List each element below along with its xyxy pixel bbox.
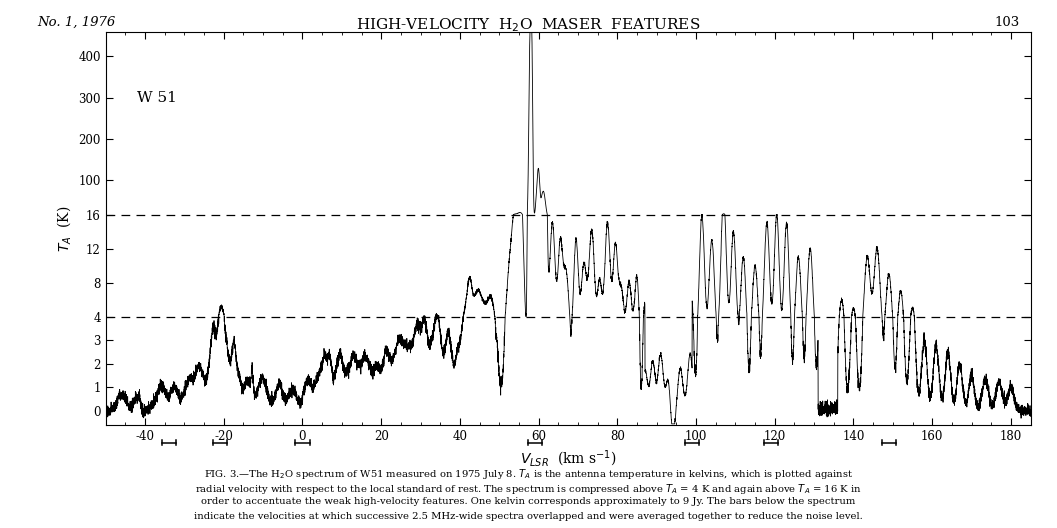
Text: No. 1, 1976: No. 1, 1976	[37, 16, 115, 29]
Text: F$\mathregular{IG}$. 3.—The H$_2$O spectrum of W51 measured on 1975 July 8. $T_A: F$\mathregular{IG}$. 3.—The H$_2$O spect…	[204, 467, 853, 482]
Y-axis label: $T_A$  (K): $T_A$ (K)	[55, 205, 73, 251]
Text: W 51: W 51	[137, 91, 178, 105]
Text: 103: 103	[995, 16, 1020, 29]
X-axis label: $V_{LSR}$  (km s$^{-1}$): $V_{LSR}$ (km s$^{-1}$)	[520, 448, 616, 469]
Text: radial velocity with respect to the local standard of rest. The spectrum is comp: radial velocity with respect to the loca…	[196, 482, 861, 496]
Text: indicate the velocities at which successive 2.5 MHz-wide spectra overlapped and : indicate the velocities at which success…	[194, 512, 863, 521]
Text: order to accentuate the weak high-velocity features. One kelvin corresponds appr: order to accentuate the weak high-veloci…	[201, 497, 856, 506]
Text: HIGH-VELOCITY  H$_2$O  MASER  FEATURES: HIGH-VELOCITY H$_2$O MASER FEATURES	[356, 16, 701, 34]
